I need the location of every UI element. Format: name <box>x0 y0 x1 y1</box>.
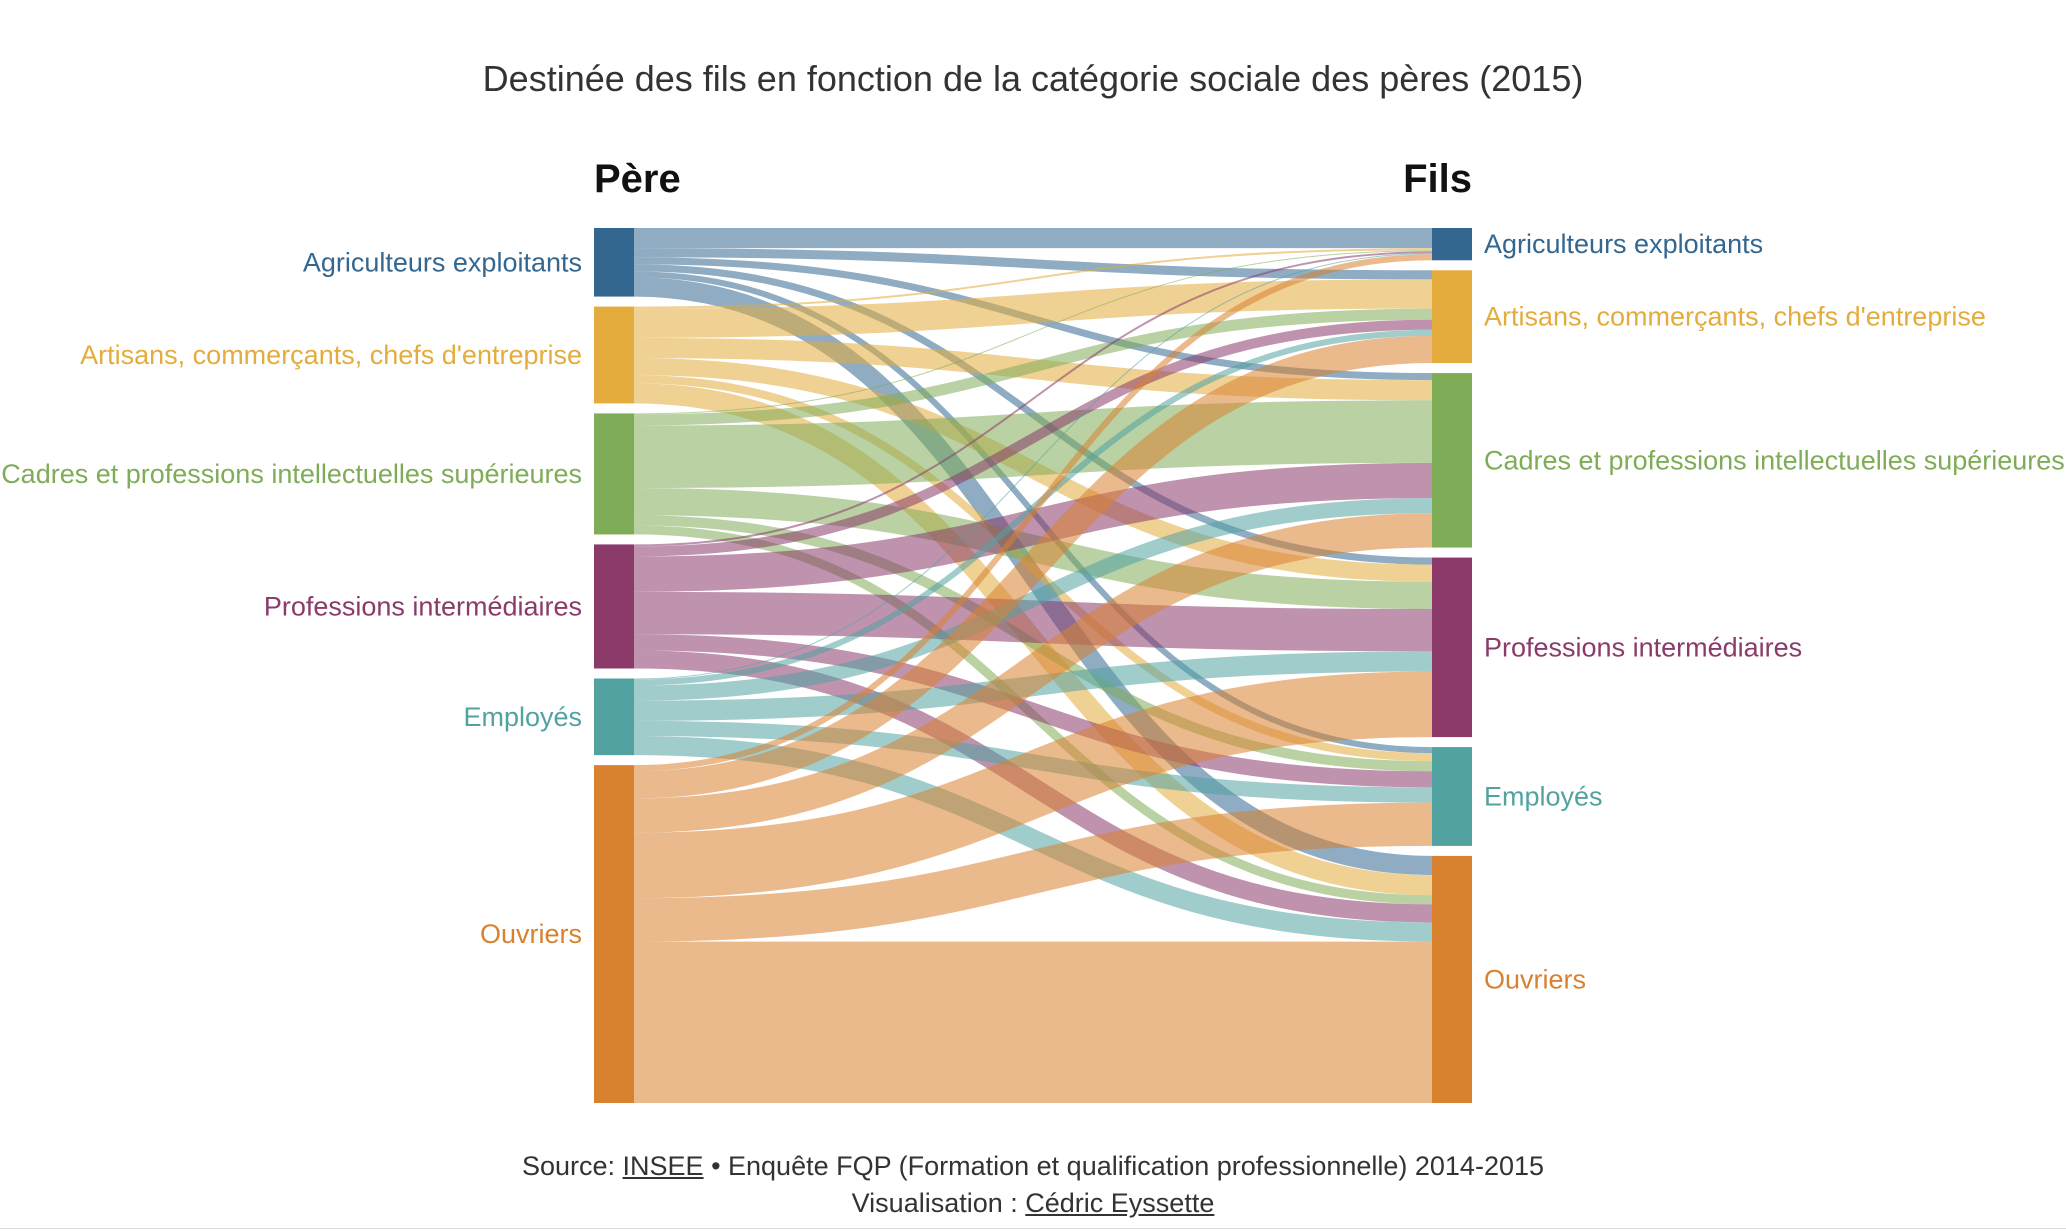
flow-link <box>633 498 1433 701</box>
bottom-divider <box>0 1228 2066 1229</box>
son-node-label: Professions intermédiaires <box>1484 632 1802 662</box>
source-line: Source: INSEE • Enquête FQP (Formation e… <box>0 1148 2066 1185</box>
father-node-label: Employés <box>463 702 582 732</box>
sankey-nodes <box>594 228 1472 1103</box>
source-prefix: Source: <box>521 1151 623 1181</box>
son-node <box>1432 557 1472 738</box>
flow-link <box>633 251 1433 547</box>
flow-link <box>633 802 1433 942</box>
son-column-header: Fils <box>1403 157 1472 201</box>
father-node-label: Cadres et professions intellectuelles su… <box>1 459 582 489</box>
flow-link <box>633 254 1433 772</box>
son-node-label: Ouvriers <box>1484 964 1586 994</box>
visualisation-line: Visualisation : Cédric Eyssette <box>0 1185 2066 1222</box>
son-node <box>1432 855 1472 1103</box>
flow-link <box>633 462 1433 592</box>
flow-link <box>633 248 1433 280</box>
flow-link <box>633 253 1433 680</box>
flow-link <box>633 591 1433 652</box>
flow-link <box>633 335 1433 799</box>
flow-link <box>633 513 1433 833</box>
father-node <box>594 765 634 1103</box>
father-column-header: Père <box>594 157 681 201</box>
son-node <box>1432 747 1472 846</box>
flow-link <box>633 329 1433 686</box>
visualisation-prefix: Visualisation : <box>851 1188 1026 1218</box>
flow-link <box>633 634 1433 788</box>
son-node-label: Cadres et professions intellectuelles su… <box>1484 445 2065 475</box>
son-node-label: Artisans, commerçants, chefs d'entrepris… <box>1484 302 1986 332</box>
source-link[interactable]: INSEE <box>622 1151 704 1181</box>
flow-link <box>633 308 1433 426</box>
father-node <box>594 228 634 297</box>
flow-link <box>633 250 1433 415</box>
son-node <box>1432 270 1472 364</box>
father-node <box>594 678 634 756</box>
flow-link <box>633 279 1433 338</box>
father-node-label: Professions intermédiaires <box>264 591 582 621</box>
chart-title: Destinée des fils en fonction de la caté… <box>482 58 1584 99</box>
flow-link <box>633 400 1433 489</box>
source-rest: • Enquête FQP (Formation et qualificatio… <box>703 1151 1545 1181</box>
sankey-labels: Agriculteurs exploitants Agriculteurs exp… <box>1 229 2065 994</box>
flow-link <box>633 671 1433 899</box>
sankey-links <box>633 228 1433 1104</box>
father-node <box>594 413 634 535</box>
father-node-label: Artisans, commerçants, chefs d'entrepris… <box>80 340 582 370</box>
father-node-label: Ouvriers <box>480 919 582 949</box>
father-node <box>594 544 634 669</box>
son-node-label: Employés <box>1484 781 1603 811</box>
father-node-label: Agriculteurs exploitants <box>303 247 582 277</box>
chart-footer: Source: INSEE • Enquête FQP (Formation e… <box>0 1148 2066 1222</box>
son-node <box>1432 228 1472 261</box>
author-link[interactable]: Cédric Eyssette <box>1025 1188 1215 1218</box>
flow-link <box>633 248 1433 309</box>
father-node <box>594 306 634 404</box>
son-node-label: Agriculteurs exploitants <box>1484 229 1763 259</box>
flow-link <box>633 319 1433 557</box>
son-node <box>1432 373 1472 548</box>
